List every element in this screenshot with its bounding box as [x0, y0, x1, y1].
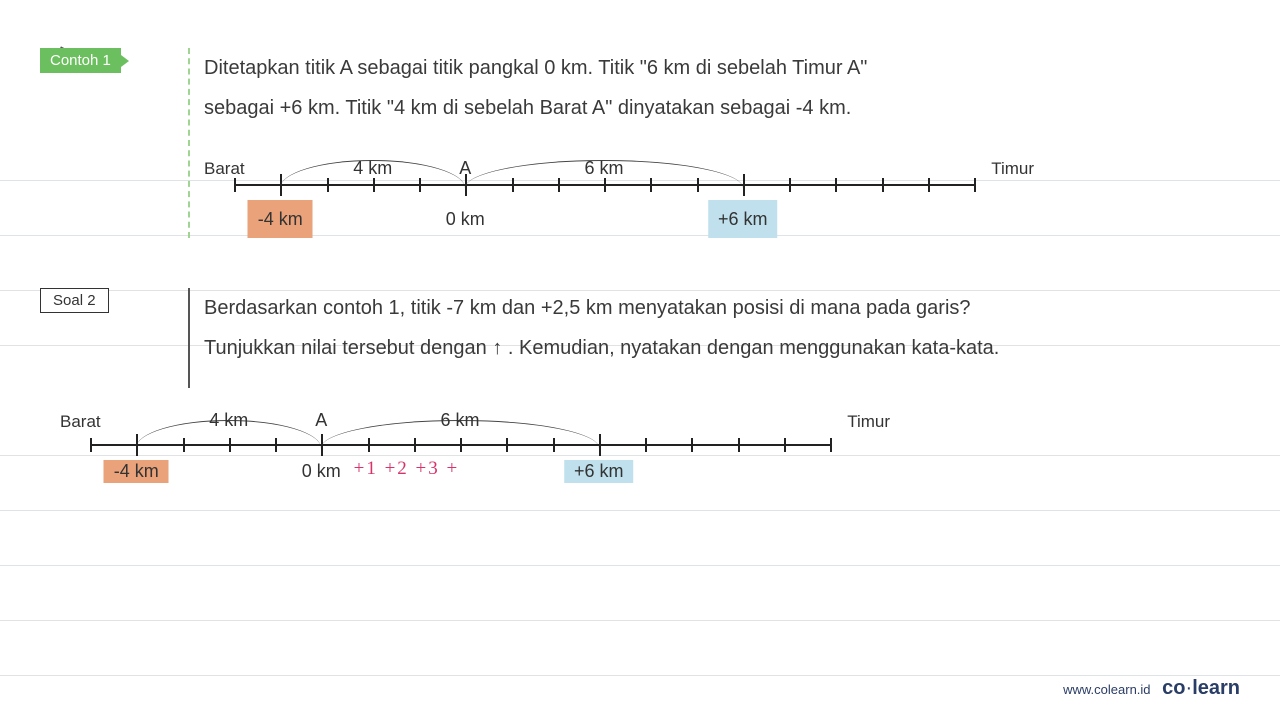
question-2-text: Berdasarkan contoh 1, titik -7 km dan +2… — [204, 288, 1004, 368]
numberline-top-label: 6 km — [440, 410, 479, 431]
example-1-row: 、、 Contoh 1 Ditetapkan titik A sebagai t… — [40, 48, 1240, 258]
numberline-tick — [691, 438, 693, 452]
numberline-left-label: Barat — [204, 152, 245, 186]
example-1-text-line-2: sebagai +6 km. Titik "4 km di sebelah Ba… — [204, 88, 1004, 128]
numberline-top-label: 4 km — [353, 150, 392, 186]
numberline-bottom-label: 0 km — [436, 200, 495, 238]
numberline-bottom-label: 0 km — [292, 460, 351, 483]
numberline-tick — [645, 438, 647, 452]
numberline-tick — [882, 178, 884, 192]
solid-divider — [188, 288, 190, 388]
brand-pre: co — [1162, 677, 1185, 699]
example-1-text-line-1: Ditetapkan titik A sebagai titik pangkal… — [204, 48, 1004, 88]
numberline-bottom-label: -4 km — [104, 460, 169, 483]
numberline-tick — [90, 438, 92, 452]
numberline-tick — [789, 178, 791, 192]
numberline-bottom-label: +6 km — [708, 200, 778, 238]
question-2-row: Soal 2 Berdasarkan contoh 1, titik -7 km… — [40, 288, 1240, 368]
dashed-divider — [188, 48, 190, 238]
footer: www.colearn.id co·learn — [1063, 677, 1240, 700]
numberline-right-label: Timur — [847, 412, 890, 432]
numberline-tick — [784, 438, 786, 452]
numberline-left-label: Barat — [60, 412, 101, 432]
example-1-badge: Contoh 1 — [40, 48, 121, 73]
question-2-numberline: 4 kmA6 km-4 km0 km+6 kmBaratTimur+1 +2 +… — [60, 398, 860, 518]
numberline-tick — [835, 178, 837, 192]
handwritten-annotation: +1 +2 +3 + — [354, 458, 460, 480]
numberline-tick — [738, 438, 740, 452]
numberline-bottom-label: -4 km — [248, 200, 313, 238]
numberline-top-label: 6 km — [584, 150, 623, 186]
brand-post: learn — [1192, 677, 1240, 699]
numberline-top-label: 4 km — [209, 410, 248, 431]
numberline-tick — [830, 438, 832, 452]
numberline-bottom-label: +6 km — [564, 460, 634, 483]
numberline-tick — [974, 178, 976, 192]
numberline-tick — [599, 434, 601, 456]
numberline-tick — [743, 174, 745, 196]
example-1-numberline: 4 kmA6 km-4 km0 km+6 kmBaratTimur — [204, 138, 1004, 258]
numberline-tick — [928, 178, 930, 192]
footer-brand: co·learn — [1162, 677, 1240, 699]
question-2-badge: Soal 2 — [40, 288, 109, 313]
numberline-right-label: Timur — [991, 152, 1034, 186]
numberline-top-label: A — [459, 150, 471, 186]
footer-url: www.colearn.id — [1063, 682, 1150, 697]
numberline-top-label: A — [315, 410, 327, 431]
